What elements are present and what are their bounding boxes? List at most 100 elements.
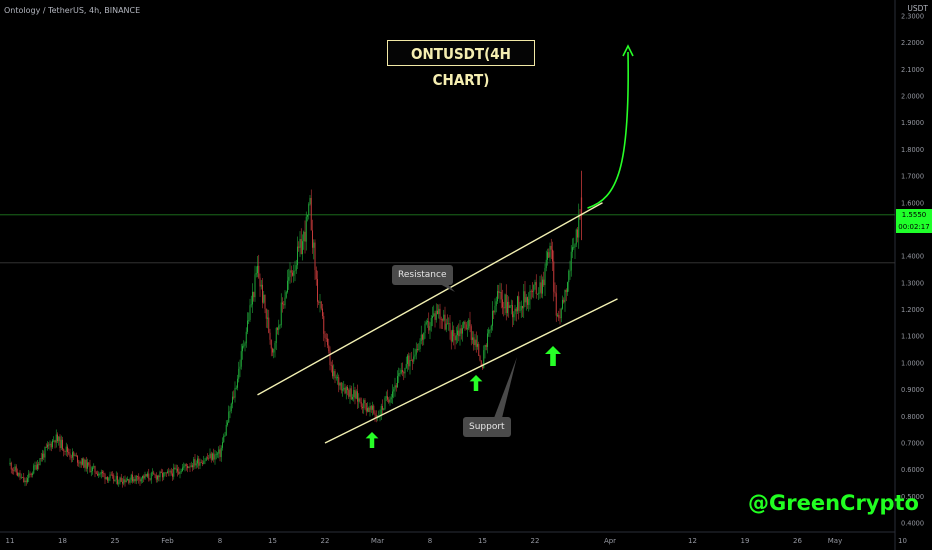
candle-body bbox=[332, 365, 333, 377]
candle-body bbox=[74, 455, 76, 457]
candle-body bbox=[563, 299, 565, 303]
candle-body bbox=[92, 467, 93, 472]
candle-body bbox=[83, 458, 85, 468]
candle-body bbox=[250, 304, 252, 306]
candle-body bbox=[440, 319, 442, 320]
y-tick-label: 1.6000 bbox=[901, 199, 924, 207]
candle-body bbox=[412, 360, 413, 362]
candle-body bbox=[14, 466, 16, 471]
candle-body bbox=[67, 446, 68, 452]
y-tick-label: 2.0000 bbox=[901, 93, 924, 101]
candle-body bbox=[449, 323, 451, 332]
candle-body bbox=[414, 354, 416, 357]
candle-body bbox=[550, 245, 552, 250]
candle-body bbox=[472, 337, 473, 340]
candle-body bbox=[28, 473, 30, 479]
candle-body bbox=[395, 385, 397, 388]
candle-body bbox=[197, 458, 198, 464]
candle-body bbox=[525, 297, 527, 303]
candle-body bbox=[242, 346, 243, 352]
candle-body bbox=[189, 466, 191, 468]
candle-body bbox=[68, 451, 70, 454]
candle-body bbox=[158, 475, 160, 478]
candle-body bbox=[173, 467, 175, 477]
y-tick-label: 1.7000 bbox=[901, 173, 924, 181]
candle-body bbox=[122, 481, 123, 484]
candle-body bbox=[178, 471, 180, 474]
candle-body bbox=[547, 252, 548, 260]
x-tick-label: 25 bbox=[111, 537, 120, 545]
candle-body bbox=[559, 317, 561, 319]
candle-body bbox=[157, 475, 158, 480]
candle-body bbox=[205, 457, 207, 461]
candle-body bbox=[45, 446, 47, 448]
candle-body bbox=[405, 364, 407, 368]
candle-body bbox=[69, 453, 71, 457]
candle-body bbox=[455, 335, 457, 341]
x-tick-label: 8 bbox=[428, 537, 432, 545]
x-tick-label: 15 bbox=[478, 537, 487, 545]
candle-body bbox=[333, 371, 335, 377]
candle-body bbox=[288, 276, 290, 281]
candle-body bbox=[202, 462, 203, 464]
candle-body bbox=[500, 291, 502, 300]
candle-body bbox=[310, 197, 312, 231]
candle-body bbox=[50, 443, 52, 448]
candle-body bbox=[282, 302, 283, 305]
candle-body bbox=[99, 473, 101, 475]
candle-body bbox=[404, 367, 406, 374]
candle-body bbox=[533, 285, 535, 292]
candle-body bbox=[115, 476, 117, 480]
candle-body bbox=[560, 308, 562, 319]
candle-body bbox=[485, 344, 487, 347]
candle-body bbox=[232, 396, 233, 404]
candle-body bbox=[433, 313, 435, 317]
candle-body bbox=[345, 387, 347, 394]
candle-body bbox=[277, 328, 278, 331]
candle-body bbox=[570, 251, 572, 271]
candle-body bbox=[553, 261, 555, 292]
currency-label: USDT bbox=[907, 4, 928, 13]
y-tick-label: 2.1000 bbox=[901, 66, 924, 74]
candle-body bbox=[20, 476, 22, 478]
candle-body bbox=[502, 299, 503, 308]
candle-body bbox=[382, 406, 383, 410]
candle-body bbox=[43, 453, 45, 458]
candle-body bbox=[372, 405, 373, 410]
candle-body bbox=[124, 479, 126, 483]
candle-body bbox=[453, 329, 455, 337]
candle-body bbox=[454, 336, 456, 341]
candle-body bbox=[337, 377, 338, 379]
candle-body bbox=[88, 462, 90, 465]
candle-body bbox=[72, 452, 73, 458]
candle-body bbox=[539, 282, 541, 293]
candle-body bbox=[347, 387, 348, 391]
candle-body bbox=[403, 372, 405, 374]
candle-body bbox=[410, 360, 412, 361]
candle-body bbox=[324, 333, 326, 338]
x-tick-label: Mar bbox=[371, 537, 384, 545]
candle-body bbox=[120, 477, 122, 482]
candle-body bbox=[283, 304, 285, 306]
candle-body bbox=[532, 290, 533, 292]
candle-body bbox=[549, 245, 551, 258]
candle-body bbox=[354, 389, 356, 399]
candle-body bbox=[524, 291, 526, 303]
candle-body bbox=[29, 473, 31, 475]
candle-body bbox=[463, 321, 465, 329]
candle-body bbox=[172, 473, 173, 477]
y-tick-label: 1.0000 bbox=[901, 359, 924, 367]
candle-body bbox=[327, 338, 328, 346]
candle-body bbox=[93, 466, 95, 468]
candle-body bbox=[253, 291, 255, 298]
candle-body bbox=[299, 239, 301, 248]
candle-body bbox=[33, 465, 35, 474]
candle-body bbox=[260, 284, 262, 287]
candle-body bbox=[193, 459, 195, 468]
candle-body bbox=[135, 475, 137, 482]
candle-body bbox=[482, 366, 483, 369]
candle-body bbox=[437, 310, 438, 315]
candle-body bbox=[94, 466, 96, 473]
candle-body bbox=[438, 308, 440, 315]
